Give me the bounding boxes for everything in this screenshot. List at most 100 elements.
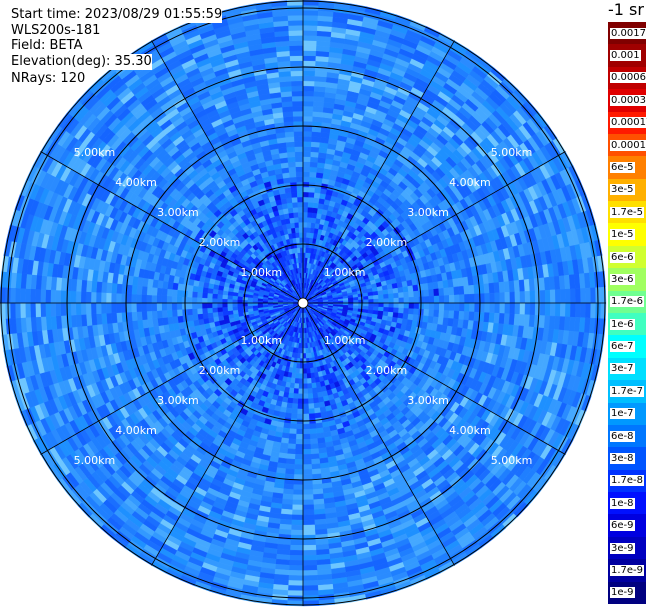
range-gate-cell	[305, 357, 310, 364]
range-gate-cell	[297, 388, 304, 395]
range-gate-cell	[126, 284, 133, 295]
range-gate-cell	[458, 310, 465, 321]
range-gate-cell	[307, 211, 313, 218]
range-gate-cell	[286, 151, 296, 158]
range-gate-cell	[302, 418, 310, 425]
range-gate-cell	[131, 311, 138, 322]
range-gate-cell	[499, 292, 506, 304]
range-gate-cell	[373, 298, 380, 304]
range-gate-cell	[309, 171, 317, 178]
range-gate-cell	[285, 136, 295, 143]
range-gate-cell	[207, 312, 214, 319]
range-gate-cell	[438, 309, 445, 319]
range-gate-cell	[115, 302, 122, 314]
range-gate-cell	[201, 302, 208, 309]
range-gate-cell	[292, 489, 304, 496]
range-gate-cell	[171, 295, 178, 304]
range-gate-cell	[448, 310, 455, 320]
range-gate-cell	[227, 294, 233, 300]
range-gate-cell	[191, 291, 198, 298]
range-gate-cell	[302, 373, 308, 380]
range-gate-cell	[296, 408, 304, 415]
range-gate-cell	[292, 499, 304, 506]
range-gate-cell	[294, 227, 300, 233]
range-gate-cell	[141, 310, 148, 321]
range-gate-cell	[302, 176, 310, 183]
range-gate-cell	[302, 115, 314, 122]
range-gate-cell	[290, 186, 298, 193]
range-gate-cell	[181, 302, 188, 310]
range-gate-cell	[311, 131, 322, 138]
range-gate-cell	[292, 110, 304, 117]
range-gate-cell	[464, 294, 470, 304]
range-gate-cell	[302, 211, 309, 218]
range-gate-cell	[302, 100, 314, 107]
range-gate-cell	[146, 294, 152, 304]
range-gate-cell	[453, 286, 460, 296]
range-gate-cell	[504, 291, 511, 304]
range-gate-cell	[308, 186, 316, 193]
range-gate-cell	[302, 353, 307, 359]
range-gate-cell	[302, 196, 309, 203]
range-gate-cell	[298, 216, 304, 223]
range-gate-cell	[368, 295, 374, 300]
range-gate-cell	[161, 295, 168, 304]
range-gate-cell	[161, 302, 168, 311]
range-gate-cell	[221, 298, 228, 304]
range-gate-cell	[186, 308, 193, 316]
range-gate-cell	[311, 468, 322, 475]
range-gate-cell	[294, 464, 304, 470]
range-gate-cell	[115, 292, 122, 304]
range-gate-cell	[423, 296, 430, 304]
range-gate-cell	[311, 473, 322, 480]
range-gate-cell	[308, 413, 316, 420]
range-gate-cell	[378, 306, 384, 312]
range-gate-cell	[296, 423, 304, 430]
range-gate-cell	[141, 285, 148, 296]
range-gate-cell	[285, 141, 296, 148]
range-gate-cell	[284, 131, 295, 138]
range-gate-cell	[302, 181, 310, 188]
range-gate-cell	[293, 126, 304, 132]
range-gate-cell	[297, 393, 304, 400]
range-gate-cell	[166, 309, 173, 318]
range-gate-cell	[295, 156, 304, 163]
range-gate-cell	[186, 290, 193, 298]
range-gate-cell	[302, 358, 307, 364]
range-gate-cell	[171, 289, 178, 297]
range-gate-cell	[302, 509, 315, 516]
range-gate-cell	[464, 302, 470, 312]
range-gate-cell	[146, 286, 153, 296]
range-gate-cell	[302, 131, 313, 137]
range-gate-cell	[373, 302, 380, 308]
range-gate-cell	[302, 464, 312, 470]
range-gate-cell	[282, 106, 294, 113]
range-gate-cell	[428, 309, 435, 317]
range-gate-cell	[286, 448, 296, 455]
range-gate-cell	[310, 141, 321, 148]
range-gate-cell	[373, 294, 379, 300]
range-gate-cell	[95, 291, 102, 304]
range-gate-cell	[306, 368, 311, 374]
range-gate-cell	[295, 433, 304, 440]
range-gate-cell	[484, 302, 491, 314]
range-gate-cell	[227, 310, 234, 316]
range-gate-cell	[222, 310, 229, 316]
range-gate-cell	[443, 302, 450, 311]
range-gate-cell	[393, 297, 400, 304]
range-gate-cell	[297, 211, 304, 218]
range-gate-cell	[454, 302, 460, 312]
range-gate-cell	[306, 217, 313, 223]
range-gate-cell	[247, 302, 253, 307]
range-gate-cell	[310, 146, 320, 153]
range-gate-cell	[474, 293, 481, 304]
range-gate-cell	[302, 408, 310, 415]
range-gate-cell	[186, 296, 193, 304]
range-gate-cell	[312, 493, 324, 500]
range-gate-cell	[302, 151, 312, 158]
range-gate-cell	[291, 403, 298, 410]
range-gate-cell	[509, 302, 516, 315]
range-gate-cell	[291, 408, 298, 415]
range-gate-cell	[232, 299, 238, 304]
range-gate-cell	[403, 308, 410, 315]
